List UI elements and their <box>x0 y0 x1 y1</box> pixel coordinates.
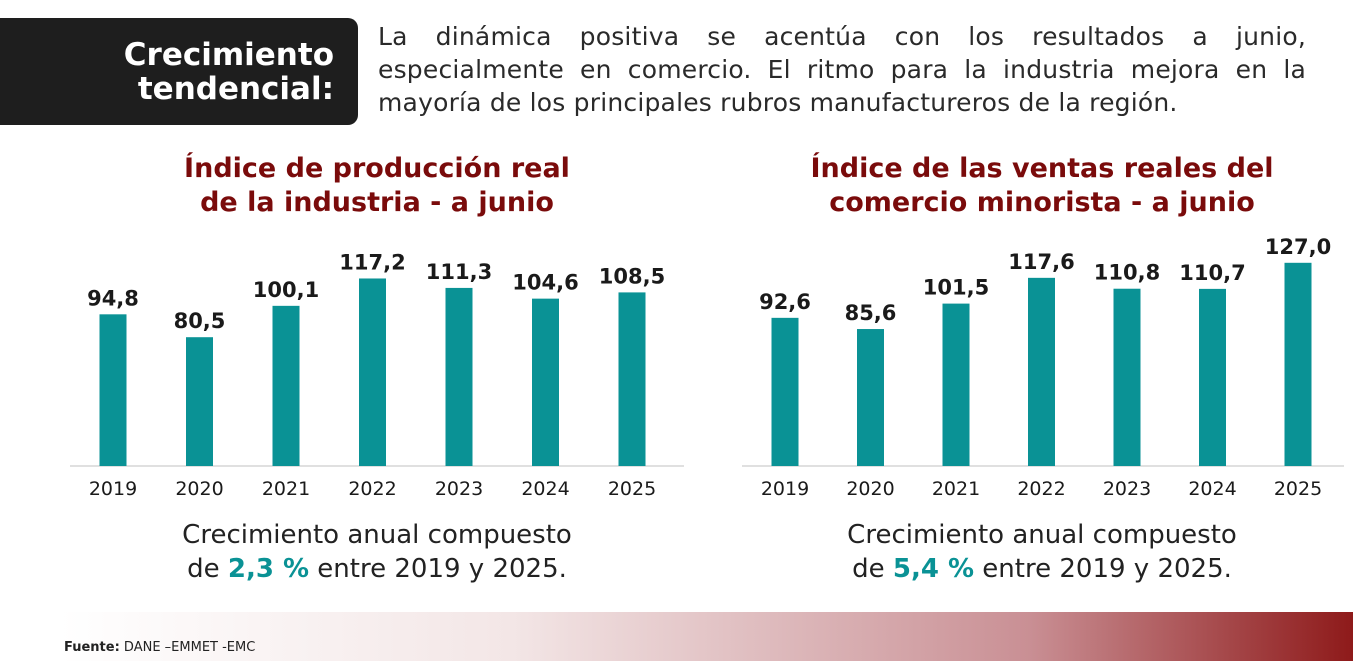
section-title: Crecimiento tendencial: <box>124 38 334 106</box>
bar-commerce-2025 <box>1284 262 1312 466</box>
chart-title-industry-line2: de la industria - a junio <box>200 187 554 218</box>
value-label-commerce-2022: 117,6 <box>1008 250 1074 274</box>
value-label-commerce-2025: 127,0 <box>1265 235 1331 259</box>
chart-title-industry-line1: Índice de producción real <box>184 153 570 184</box>
chart-commerce: 92,6 2019 85,6 2020 101,5 2021 117,6 2022 110,8 2… <box>742 235 1344 500</box>
tick-label-commerce-2024: 2024 <box>1188 478 1236 500</box>
value-label-commerce-2020: 85,6 <box>845 301 897 325</box>
growth-note-commerce: Crecimiento anual compuesto de 5,4 % ent… <box>740 518 1344 586</box>
tick-label-industry-2019: 2019 <box>89 478 137 500</box>
value-label-industry-2024: 104,6 <box>512 271 578 295</box>
intro-text: La dinámica positiva se acentúa con los … <box>378 22 1306 117</box>
tick-label-industry-2022: 2022 <box>348 478 396 500</box>
bar-industry-2019 <box>99 314 127 466</box>
value-label-industry-2019: 94,8 <box>87 286 139 310</box>
chart-title-industry: Índice de producción real de la industri… <box>90 152 664 220</box>
bar-industry-2023 <box>445 287 473 466</box>
growth-note-commerce-line1: Crecimiento anual compuesto <box>847 520 1237 550</box>
tick-label-industry-2023: 2023 <box>435 478 483 500</box>
tick-label-commerce-2022: 2022 <box>1017 478 1065 500</box>
value-label-commerce-2024: 110,7 <box>1179 261 1245 285</box>
bar-commerce-2024 <box>1199 288 1226 466</box>
bar-industry-2020 <box>186 337 213 466</box>
bar-industry-2025 <box>618 292 646 466</box>
value-label-industry-2020: 80,5 <box>174 309 226 333</box>
bar-industry-2022 <box>359 278 386 466</box>
bar-commerce-2021 <box>942 303 970 466</box>
chart-title-commerce: Índice de las ventas reales del comercio… <box>742 152 1342 220</box>
chart-title-commerce-line1: Índice de las ventas reales del <box>810 153 1274 184</box>
bar-commerce-2023 <box>1113 288 1141 466</box>
growth-note-commerce-prefix: de <box>852 554 893 584</box>
tick-label-commerce-2023: 2023 <box>1103 478 1151 500</box>
chart-industry: 94,8 2019 80,5 2020 100,1 2021 117,2 2022 111,3 2… <box>70 250 684 500</box>
bar-commerce-2019 <box>771 317 799 466</box>
tick-label-industry-2020: 2020 <box>175 478 223 500</box>
value-label-commerce-2023: 110,8 <box>1094 261 1160 285</box>
value-label-industry-2022: 117,2 <box>339 250 405 274</box>
growth-note-industry-line1: Crecimiento anual compuesto <box>182 520 572 550</box>
growth-note-commerce-line2: de 5,4 % entre 2019 y 2025. <box>740 552 1344 586</box>
footer-gradient-band <box>60 612 1353 661</box>
growth-note-industry-suffix: entre 2019 y 2025. <box>309 554 567 584</box>
growth-note-industry-line2: de 2,3 % entre 2019 y 2025. <box>70 552 684 586</box>
growth-note-industry-prefix: de <box>187 554 228 584</box>
tick-label-commerce-2019: 2019 <box>761 478 809 500</box>
chart-title-commerce-line2: comercio minorista - a junio <box>829 187 1255 218</box>
tick-label-industry-2024: 2024 <box>521 478 569 500</box>
bar-industry-2021 <box>272 305 300 466</box>
value-label-commerce-2021: 101,5 <box>923 276 989 300</box>
bar-commerce-2020 <box>857 329 884 466</box>
bar-commerce-2022 <box>1028 277 1055 466</box>
value-label-commerce-2019: 92,6 <box>759 290 811 314</box>
tick-label-industry-2021: 2021 <box>262 478 310 500</box>
value-label-industry-2023: 111,3 <box>426 260 492 284</box>
section-title-box: Crecimiento tendencial: <box>0 18 358 125</box>
growth-note-industry: Crecimiento anual compuesto de 2,3 % ent… <box>70 518 684 586</box>
section-title-line1: Crecimiento <box>123 36 334 73</box>
tick-label-commerce-2021: 2021 <box>932 478 980 500</box>
tick-label-commerce-2025: 2025 <box>1274 478 1322 500</box>
bar-industry-2024 <box>532 298 559 466</box>
source-note: Fuente: DANE –EMMET -EMC <box>64 640 255 655</box>
value-label-industry-2025: 108,5 <box>599 264 665 288</box>
growth-rate-commerce: 5,4 % <box>892 554 975 584</box>
source-label: Fuente: <box>64 640 120 655</box>
tick-label-industry-2025: 2025 <box>608 478 656 500</box>
source-text: DANE –EMMET -EMC <box>119 640 256 655</box>
growth-rate-industry: 2,3 % <box>227 554 310 584</box>
tick-label-commerce-2020: 2020 <box>846 478 894 500</box>
section-title-line2: tendencial: <box>137 70 334 107</box>
growth-note-commerce-suffix: entre 2019 y 2025. <box>974 554 1232 584</box>
value-label-industry-2021: 100,1 <box>253 278 319 302</box>
